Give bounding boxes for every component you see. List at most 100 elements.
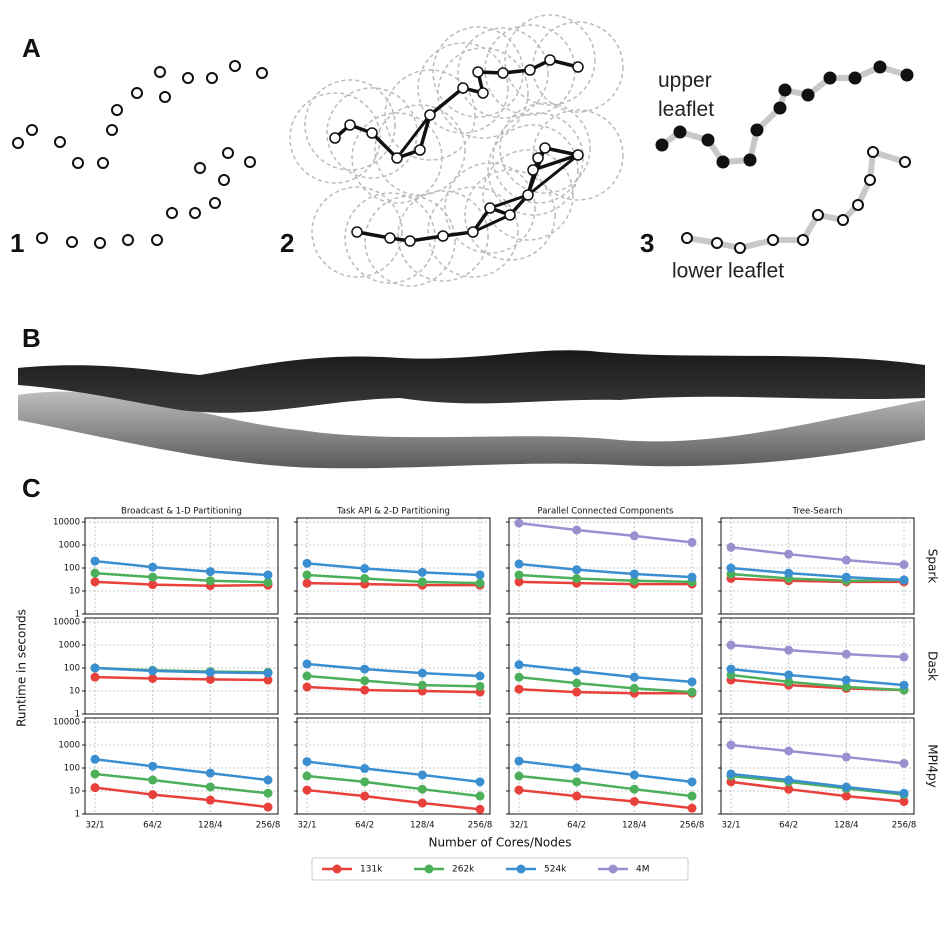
plot-frame	[84, 517, 279, 615]
x-axis-label: Number of Cores/Nodes	[428, 836, 571, 850]
cutoff-circle	[487, 124, 579, 216]
panel-label: B	[22, 323, 41, 353]
data-point	[205, 768, 215, 778]
lipid	[244, 156, 256, 168]
lipid	[166, 207, 178, 219]
lipid	[873, 60, 887, 74]
plot-frame	[720, 617, 915, 715]
cutoff-circle	[444, 162, 536, 254]
x-tick-label: 128/4	[834, 821, 859, 831]
series-line	[730, 673, 905, 692]
cutoff-circle	[374, 104, 466, 196]
series-line	[94, 666, 269, 675]
data-point	[899, 652, 909, 662]
lipid	[734, 242, 746, 254]
data-point	[784, 746, 794, 756]
lipid	[106, 124, 118, 136]
data-point	[784, 784, 794, 794]
lipid	[159, 91, 171, 103]
lipid	[66, 236, 78, 248]
data-point	[841, 682, 851, 692]
y-tick-label: 1	[75, 710, 80, 720]
data-point	[687, 537, 697, 547]
series-line	[94, 675, 269, 682]
series-line	[730, 774, 905, 796]
data-point	[90, 672, 100, 682]
data-point	[302, 785, 312, 795]
data-point	[475, 671, 485, 681]
data-point	[572, 574, 582, 584]
data-point	[572, 791, 582, 801]
data-point	[784, 775, 794, 785]
lipid	[504, 209, 516, 221]
legend-marker	[332, 864, 342, 874]
data-point	[629, 784, 639, 794]
legend-box	[311, 857, 689, 881]
data-point	[687, 803, 697, 813]
data-point	[629, 796, 639, 806]
lipid	[391, 152, 403, 164]
data-point	[205, 567, 215, 577]
row-label: MPI4py	[926, 744, 940, 787]
cutoff-circle	[384, 69, 476, 161]
lipid	[544, 54, 556, 66]
series-line	[306, 774, 481, 798]
data-point	[148, 761, 158, 771]
x-tick-label: 128/4	[410, 821, 435, 831]
data-point	[514, 559, 524, 569]
lipid	[189, 207, 201, 219]
x-tick-label: 64/2	[779, 821, 798, 831]
y-tick-label: 10	[69, 787, 80, 797]
lipid	[801, 88, 815, 102]
data-point	[263, 570, 273, 580]
lipid	[572, 61, 584, 73]
data-point	[572, 678, 582, 688]
series-line	[94, 786, 269, 809]
series-line	[306, 788, 481, 811]
data-point	[572, 777, 582, 787]
lipid	[222, 147, 234, 159]
data-point	[417, 770, 427, 780]
data-point	[475, 570, 485, 580]
legend-label: 131k	[360, 865, 383, 875]
plot-frame	[508, 617, 703, 715]
y-tick-label: 10	[69, 687, 80, 697]
data-point	[475, 791, 485, 801]
y-tick-label: 10000	[53, 718, 80, 728]
series-line	[518, 573, 693, 584]
series-line	[94, 580, 269, 587]
lipid	[329, 132, 341, 144]
lipid	[72, 157, 84, 169]
data-point	[726, 542, 736, 552]
data-point	[90, 577, 100, 587]
lipid	[484, 202, 496, 214]
data-point	[360, 685, 370, 695]
lipid	[424, 109, 436, 121]
data-point	[841, 782, 851, 792]
data-point	[302, 570, 312, 580]
lipid	[131, 87, 143, 99]
data-point	[475, 681, 485, 691]
lipid	[655, 138, 669, 152]
series-line	[730, 780, 905, 803]
data-point	[475, 777, 485, 787]
lipid	[384, 232, 396, 244]
lipid	[900, 68, 914, 82]
plot-frame	[720, 517, 915, 615]
row-label: Dask	[926, 651, 940, 681]
series-line	[730, 572, 905, 582]
x-tick-label: 64/2	[143, 821, 162, 831]
y-tick-label: 1000	[58, 541, 80, 551]
lipid	[229, 60, 241, 72]
series-line	[518, 580, 692, 586]
legend-label: 524k	[544, 865, 567, 875]
data-point	[841, 555, 851, 565]
data-point	[90, 783, 100, 793]
data-point	[148, 790, 158, 800]
cutoff-circle	[532, 109, 624, 201]
cutoff-circle	[457, 27, 549, 119]
data-point	[302, 757, 312, 767]
series-line	[94, 772, 269, 795]
data-point	[417, 784, 427, 794]
lipid	[572, 149, 584, 161]
